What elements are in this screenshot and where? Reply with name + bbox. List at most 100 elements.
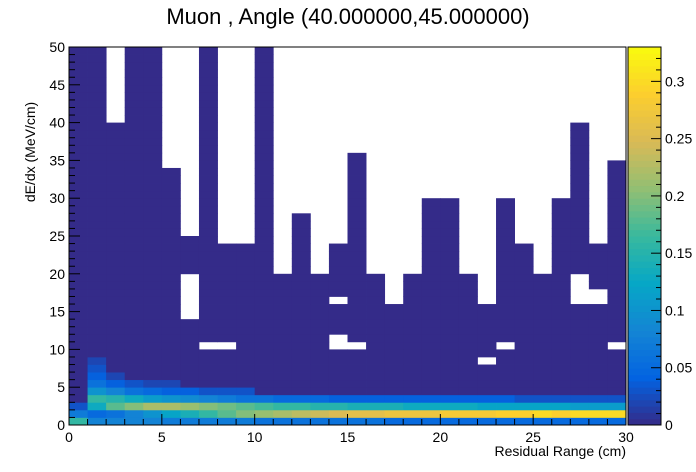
heatmap-cell [69,122,88,131]
heatmap-cell [254,160,274,169]
heatmap-cell [143,417,163,426]
heatmap-cell [347,228,367,237]
heatmap-cell [69,349,88,358]
heatmap-cell [514,409,534,418]
heatmap-cell [254,99,274,108]
colorbar-band [628,324,661,331]
heatmap-cell [403,334,423,343]
heatmap-cell [310,356,330,365]
colorbar-band [628,116,661,124]
heatmap-cell [607,409,627,418]
heatmap-cell [570,205,590,214]
heatmap-cell [180,417,200,426]
heatmap-cell [384,394,404,403]
heatmap-cell [607,372,627,381]
heatmap-cell [514,258,534,267]
heatmap-cell [198,273,218,282]
heatmap-cell [198,99,218,108]
heatmap-cell [496,258,515,267]
heatmap-cell [607,326,627,335]
heatmap-cell [87,130,107,139]
heatmap-cell [347,281,367,290]
heatmap-cell [254,213,274,222]
heatmap-cell [180,341,200,350]
heatmap-cell [570,152,590,161]
heatmap-cell [87,273,107,282]
heatmap-cell [328,326,348,335]
colorbar-band [628,349,661,357]
heatmap-cell [124,304,144,312]
heatmap-cell [440,402,460,411]
heatmap-cell [87,183,107,192]
heatmap-cell [106,409,126,418]
axis-ticks: 0 5 10 15 20 25 30 0 5 10 15 20 25 30 35 40 45 50 [49,39,634,445]
heatmap-cell [347,273,367,282]
heatmap-cell [347,334,367,343]
heatmap-cell [440,311,460,320]
heatmap-cell [143,220,163,229]
heatmap-cell [607,304,627,312]
heatmap-cell [87,54,107,63]
heatmap-cell [124,311,144,320]
heatmap-cell [421,364,441,373]
heatmap-cell [254,236,274,244]
heatmap-cell [291,251,311,260]
heatmap-cell [124,130,144,139]
heatmap-cell [124,402,144,411]
heatmap-cell [477,394,497,403]
heatmap-cell [143,296,163,305]
colorbar-band [628,248,661,256]
heatmap-cell [198,130,218,139]
heatmap-cell [254,54,274,63]
heatmap-cell [458,372,478,381]
heatmap-cell [69,266,88,275]
heatmap-cell [87,341,107,350]
heatmap-cell [440,387,460,396]
heatmap-cell [106,349,126,358]
heatmap-cell [588,394,608,403]
heatmap-cell [87,205,107,214]
heatmap-cell [254,372,274,381]
heatmap-cell [607,183,627,192]
heatmap-cell [87,372,107,381]
heatmap-cell [198,228,218,237]
heatmap-cell [143,190,163,199]
heatmap-cell [347,311,367,320]
heatmap-cell [291,372,311,381]
heatmap-cell [254,243,274,252]
heatmap-cell [551,258,571,267]
heatmap-cell [69,220,88,229]
heatmap-cell [124,273,144,282]
heatmap-cell [273,296,293,305]
heatmap-cell [496,213,515,222]
heatmap-cell [106,341,126,350]
heatmap-cell [254,288,274,297]
heatmap-cell [124,92,144,101]
heatmap-cell [217,417,237,426]
heatmap-cell [514,402,534,411]
heatmap-cell [254,296,274,305]
heatmap-cell [69,372,88,381]
heatmap-cell [217,304,237,312]
heatmap-cell [570,349,590,358]
heatmap-cell [198,266,218,275]
heatmap-cell [421,409,441,418]
heatmap-cell [87,167,107,176]
heatmap-cell [124,107,144,116]
heatmap-cell [161,243,181,252]
heatmap-cell [69,326,88,335]
heatmap-cell [570,326,590,335]
heatmap-cell [607,175,627,184]
heatmap-cell [254,356,274,365]
heatmap-cell [291,311,311,320]
heatmap-cell [254,311,274,320]
heatmap-cell [607,190,627,199]
y-tick-label: 45 [49,77,65,93]
heatmap-cell [161,364,181,373]
heatmap-cell [384,349,404,358]
y-tick-label: 50 [49,39,65,55]
heatmap-cell [533,402,553,411]
heatmap-cell [198,115,218,123]
heatmap-cell [124,417,144,426]
heatmap-cell [161,220,181,229]
